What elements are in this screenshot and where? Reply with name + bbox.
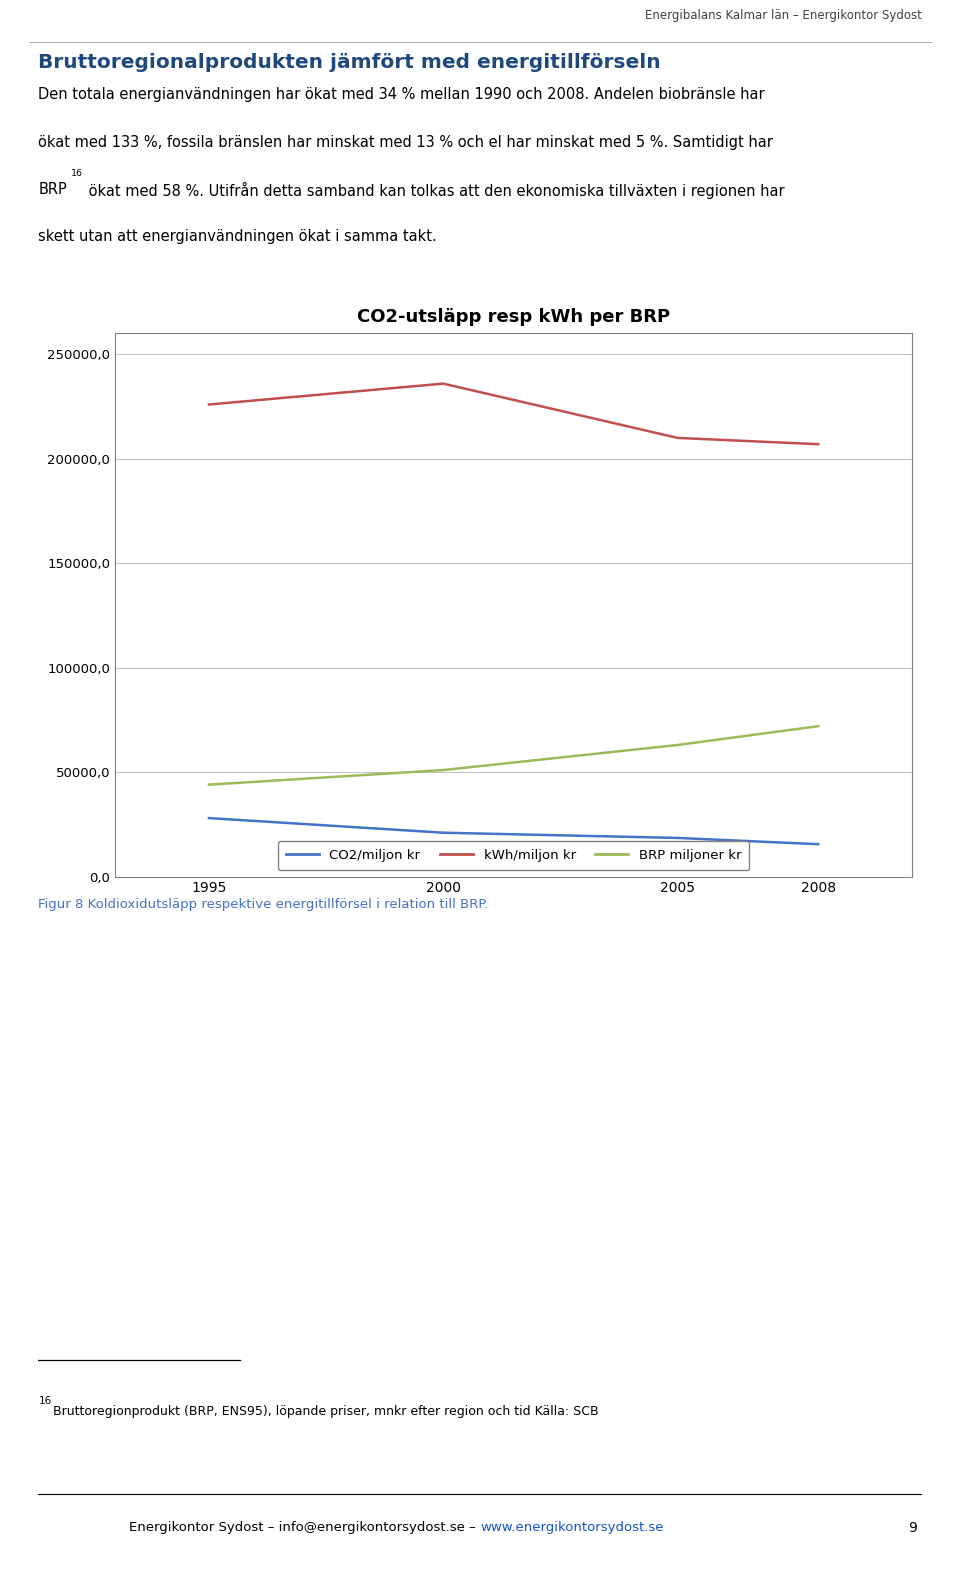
Text: 16: 16 (38, 1396, 52, 1405)
Text: Energikontor Sydost – info@energikontorsydost.se –: Energikontor Sydost – info@energikontors… (129, 1521, 480, 1534)
Text: Bruttoregionalprodukten jämfört med energitillförseln: Bruttoregionalprodukten jämfört med ener… (38, 54, 661, 71)
Text: ökat med 133 %, fossila bränslen har minskat med 13 % och el har minskat med 5 %: ökat med 133 %, fossila bränslen har min… (38, 135, 773, 149)
Text: ökat med 58 %. Utifrån detta samband kan tolkas att den ekonomiska tillväxten i : ökat med 58 %. Utifrån detta samband kan… (84, 181, 785, 198)
Text: Figur 8 Koldioxidutsläpp respektive energitillförsel i relation till BRP.: Figur 8 Koldioxidutsläpp respektive ener… (38, 897, 489, 912)
Text: 16: 16 (71, 168, 84, 178)
Text: skett utan att energianvändningen ökat i samma takt.: skett utan att energianvändningen ökat i… (38, 229, 437, 245)
Text: BRP: BRP (38, 181, 67, 197)
Text: www.energikontorsydost.se: www.energikontorsydost.se (480, 1521, 663, 1534)
Text: Energibalans Kalmar län – Energikontor Sydost: Energibalans Kalmar län – Energikontor S… (645, 8, 922, 22)
Legend: CO2/miljon kr, kWh/miljon kr, BRP miljoner kr: CO2/miljon kr, kWh/miljon kr, BRP miljon… (277, 842, 750, 870)
Text: 9: 9 (908, 1521, 917, 1534)
Text: Bruttoregionprodukt (BRP, ENS95), löpande priser, mnkr efter region och tid Käll: Bruttoregionprodukt (BRP, ENS95), löpand… (49, 1405, 599, 1418)
Title: CO2-utsläpp resp kWh per BRP: CO2-utsläpp resp kWh per BRP (357, 308, 670, 327)
Text: Den totala energianvändningen har ökat med 34 % mellan 1990 och 2008. Andelen bi: Den totala energianvändningen har ökat m… (38, 87, 765, 102)
